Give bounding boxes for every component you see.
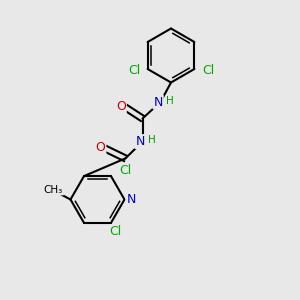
Text: H: H: [166, 96, 174, 106]
Text: N: N: [126, 193, 136, 206]
Text: Cl: Cl: [119, 164, 131, 177]
Text: N: N: [135, 135, 145, 148]
Text: O: O: [96, 141, 105, 154]
Text: Cl: Cl: [110, 225, 122, 239]
Text: Cl: Cl: [202, 64, 214, 77]
Text: Cl: Cl: [128, 64, 140, 77]
Text: CH₃: CH₃: [44, 184, 63, 195]
Text: H: H: [148, 135, 156, 146]
Text: O: O: [116, 100, 126, 113]
Text: N: N: [153, 95, 163, 109]
